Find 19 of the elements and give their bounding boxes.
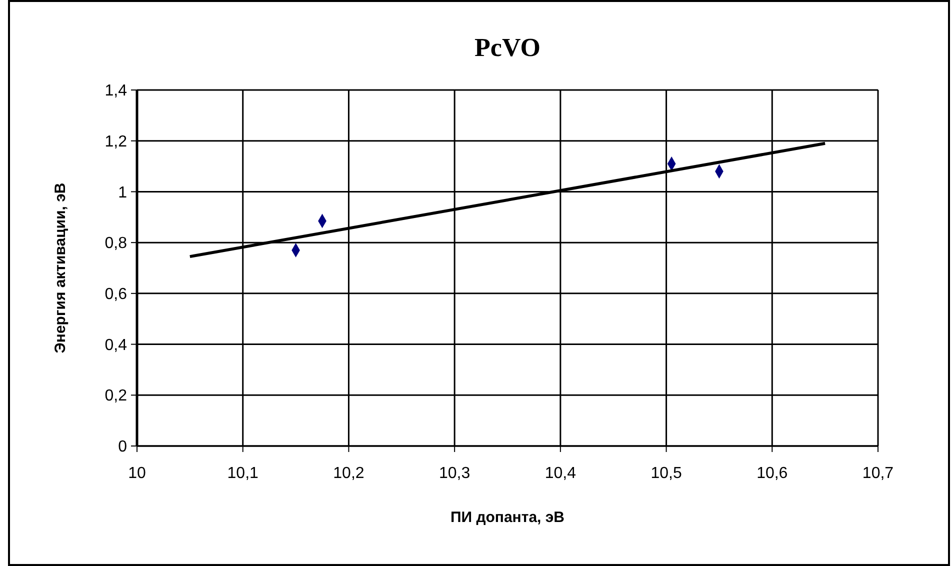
x-tick-label: 10 <box>128 465 146 482</box>
y-tick-label: 0,8 <box>104 235 128 252</box>
y-tick-label: 0,6 <box>104 286 128 304</box>
y-tick-label: 0 <box>118 438 128 456</box>
x-tick-label: 10,6 <box>756 465 788 482</box>
x-axis-title: ПИ допанта, эВ <box>450 509 565 526</box>
x-tick-label: 10,7 <box>862 465 894 482</box>
y-tick-label: 0,4 <box>104 336 128 354</box>
x-tick-label: 10,2 <box>333 465 364 482</box>
y-axis-title: Энергия активации, эВ <box>52 182 69 354</box>
y-tick-label: 0,2 <box>104 388 128 405</box>
x-tick-label: 10,1 <box>227 465 259 482</box>
y-tick-label: 1,2 <box>104 133 128 150</box>
y-tick-label: 1,4 <box>104 82 128 100</box>
chart-title: PcVO <box>474 33 540 62</box>
x-tick-label: 10,3 <box>439 465 470 482</box>
x-tick-label: 10,5 <box>650 465 682 482</box>
y-tick-label: 1 <box>118 184 128 202</box>
x-tick-label: 10,4 <box>544 465 576 482</box>
